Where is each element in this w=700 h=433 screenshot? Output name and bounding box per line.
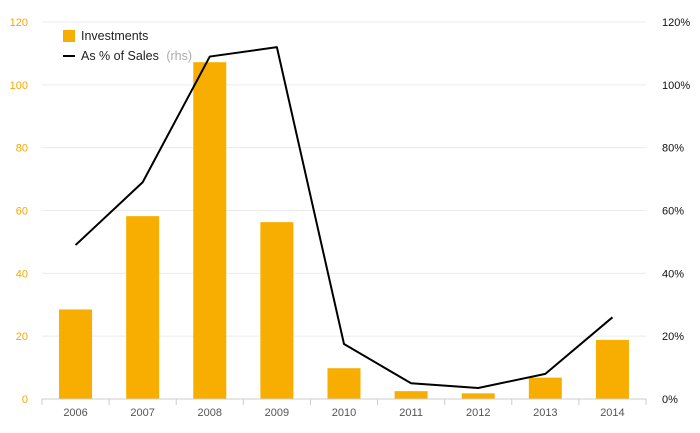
x-tick-label: 2008	[198, 407, 222, 419]
legend-label-pct-of-sales: As % of Sales (rhs)	[81, 49, 192, 63]
left-tick-label: 40	[16, 268, 28, 280]
x-tick-label: 2007	[130, 407, 154, 419]
x-tick-label: 2006	[63, 407, 87, 419]
bar-2012	[461, 393, 495, 399]
left-tick-label: 100	[10, 80, 28, 92]
right-tick-label: 60%	[662, 206, 684, 218]
x-tick-label: 2011	[399, 407, 423, 419]
right-tick-label: 40%	[662, 268, 684, 280]
x-tick-label: 2014	[600, 407, 624, 419]
right-tick-label: 0%	[662, 394, 678, 406]
left-tick-label: 80	[16, 143, 28, 155]
left-tick-label: 20	[16, 331, 28, 343]
right-tick-label: 80%	[662, 143, 684, 155]
bar-2007	[126, 216, 160, 399]
bar-2013	[528, 377, 562, 399]
x-tick-label: 2013	[533, 407, 557, 419]
bar-2006	[59, 309, 93, 399]
left-tick-label: 120	[10, 17, 28, 29]
bar-2011	[394, 391, 428, 399]
legend-label-pct-of-sales-text: As % of Sales	[81, 49, 159, 63]
legend-label-rhs-note: (rhs)	[166, 49, 192, 63]
left-tick-label: 60	[16, 206, 28, 218]
line-series-pct-of-sales	[74, 46, 614, 390]
bar-2008	[193, 62, 227, 400]
x-tick-label: 2010	[332, 407, 356, 419]
legend: Investments As % of Sales (rhs)	[63, 29, 192, 63]
x-tick-label: 2012	[466, 407, 490, 419]
right-tick-label: 20%	[662, 331, 684, 343]
x-tick-label: 2009	[265, 407, 289, 419]
legend-label-investments: Investments	[81, 29, 148, 43]
bar-series-investments	[59, 62, 629, 400]
legend-swatch-investments	[63, 30, 75, 42]
bar-2010	[327, 368, 361, 399]
right-tick-label: 120%	[662, 17, 690, 29]
right-tick-label: 100%	[662, 80, 690, 92]
left-tick-label: 0	[22, 394, 28, 406]
line-pct-of-sales	[74, 46, 614, 390]
right-axis-ticks: 0% 20% 40% 60% 80% 100% 120%	[662, 17, 690, 406]
left-axis-ticks: 0 20 40 60 80 100 120	[10, 17, 28, 406]
x-axis-ticks: 2006 2007 2008 2009 2010 2011 2012 2013 2014	[41, 399, 647, 419]
bar-2014	[595, 339, 629, 399]
bar-2009	[260, 222, 294, 399]
